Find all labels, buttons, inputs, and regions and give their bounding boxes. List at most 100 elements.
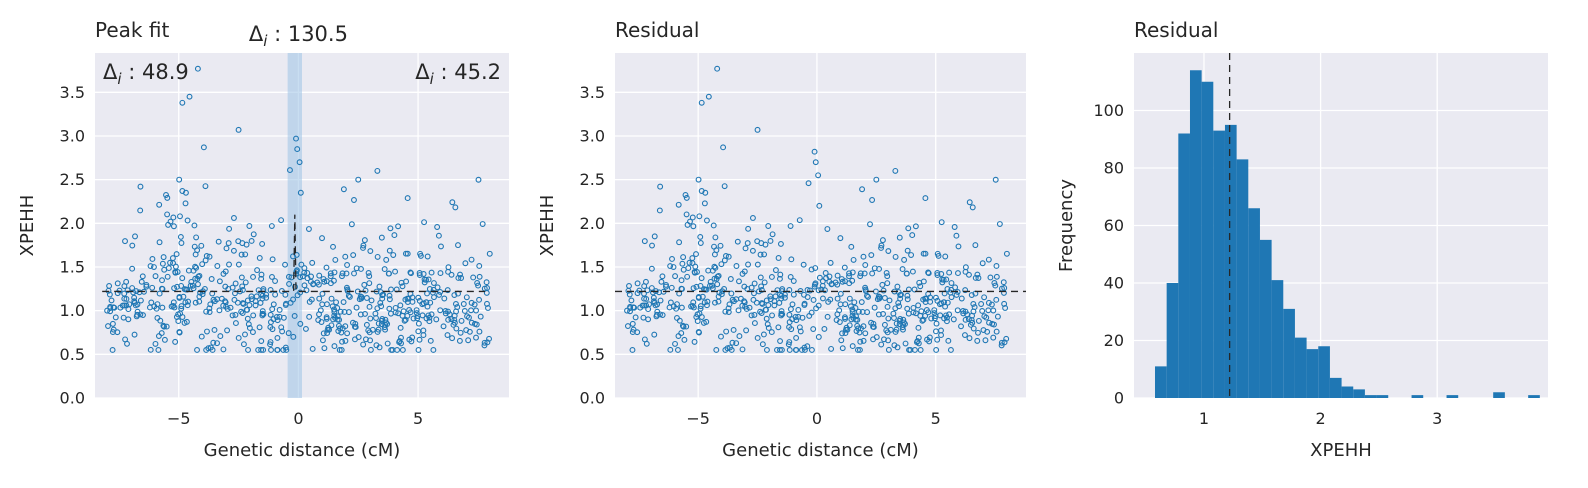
- data-point: [848, 243, 855, 250]
- data-point: [641, 238, 648, 245]
- data-point: [733, 263, 740, 269]
- data-point: [771, 302, 778, 309]
- data-point: [689, 260, 696, 267]
- data-point: [834, 272, 841, 279]
- data-point: [269, 326, 276, 333]
- data-point: [149, 256, 156, 262]
- data-point: [362, 310, 368, 317]
- data-point: [417, 250, 424, 257]
- data-point: [670, 264, 677, 270]
- data-point: [721, 183, 728, 190]
- data-point: [868, 319, 875, 326]
- data-point: [786, 347, 793, 353]
- data-point: [282, 261, 288, 268]
- data-point: [717, 242, 724, 249]
- data-point: [645, 306, 652, 313]
- data-point: [900, 321, 907, 328]
- data-point: [238, 308, 245, 315]
- data-point: [693, 283, 700, 290]
- data-point: [419, 312, 426, 319]
- data-point: [366, 273, 373, 280]
- x-tick-label: 1: [1199, 409, 1209, 428]
- data-point: [297, 320, 304, 327]
- data-point: [475, 282, 482, 289]
- data-point: [762, 241, 769, 248]
- data-point: [210, 339, 217, 346]
- data-point: [926, 338, 933, 345]
- data-point: [279, 328, 286, 335]
- data-point: [192, 263, 199, 270]
- data-point: [158, 330, 165, 337]
- data-point: [124, 287, 131, 294]
- data-point: [319, 235, 325, 242]
- data-point: [382, 321, 389, 328]
- data-point: [679, 286, 685, 292]
- data-point: [305, 226, 312, 232]
- data-point: [147, 263, 154, 270]
- data-point: [463, 327, 470, 333]
- data-point: [328, 295, 335, 302]
- data-point: [880, 287, 887, 294]
- data-point: [707, 282, 713, 289]
- data-point: [779, 286, 786, 293]
- data-point: [762, 306, 769, 313]
- data-point: [106, 291, 113, 298]
- data-point: [946, 269, 953, 276]
- data-point: [761, 251, 768, 258]
- data-point: [327, 270, 334, 277]
- data-point: [760, 331, 767, 338]
- data-point: [626, 282, 632, 289]
- data-point: [227, 304, 234, 311]
- data-point: [182, 189, 189, 196]
- data-point: [139, 273, 146, 280]
- data-point: [296, 159, 303, 166]
- data-point: [697, 282, 704, 289]
- data-point: [390, 252, 397, 258]
- data-point: [855, 325, 862, 332]
- data-point: [123, 296, 130, 302]
- data-point: [428, 269, 435, 276]
- data-point: [667, 263, 674, 270]
- data-point: [1001, 339, 1008, 346]
- data-point: [938, 271, 945, 277]
- data-point: [457, 271, 463, 278]
- data-point: [974, 337, 981, 344]
- data-point: [471, 320, 478, 327]
- data-point: [161, 266, 168, 273]
- data-point: [421, 219, 428, 226]
- data-point: [909, 268, 916, 275]
- data-point: [245, 321, 252, 328]
- y-axis-label: XPEHH: [537, 195, 558, 257]
- data-point: [156, 290, 163, 297]
- data-point: [149, 284, 156, 291]
- data-point: [697, 240, 704, 246]
- histogram-bar: [1236, 159, 1249, 398]
- data-point: [175, 318, 182, 325]
- data-point: [387, 225, 394, 232]
- data-point: [182, 299, 189, 306]
- data-point: [786, 339, 793, 345]
- data-point: [473, 334, 479, 341]
- data-point: [680, 266, 687, 273]
- data-point: [958, 295, 965, 302]
- data-point: [137, 183, 144, 190]
- data-point: [176, 176, 183, 183]
- data-point: [781, 291, 788, 298]
- data-point: [676, 317, 683, 324]
- data-point: [948, 280, 955, 286]
- data-point: [944, 286, 951, 292]
- data-point: [209, 347, 216, 353]
- data-point: [220, 270, 227, 277]
- data-point: [435, 232, 442, 239]
- data-point: [465, 337, 472, 344]
- data-point: [955, 270, 961, 277]
- data-point: [675, 201, 682, 208]
- data-point: [283, 347, 290, 353]
- data-point: [234, 299, 241, 306]
- data-point: [454, 304, 461, 311]
- data-point: [744, 240, 751, 247]
- data-point: [725, 309, 732, 315]
- y-tick-label: 3.0: [580, 126, 605, 145]
- data-point: [178, 303, 185, 310]
- data-point: [659, 273, 666, 280]
